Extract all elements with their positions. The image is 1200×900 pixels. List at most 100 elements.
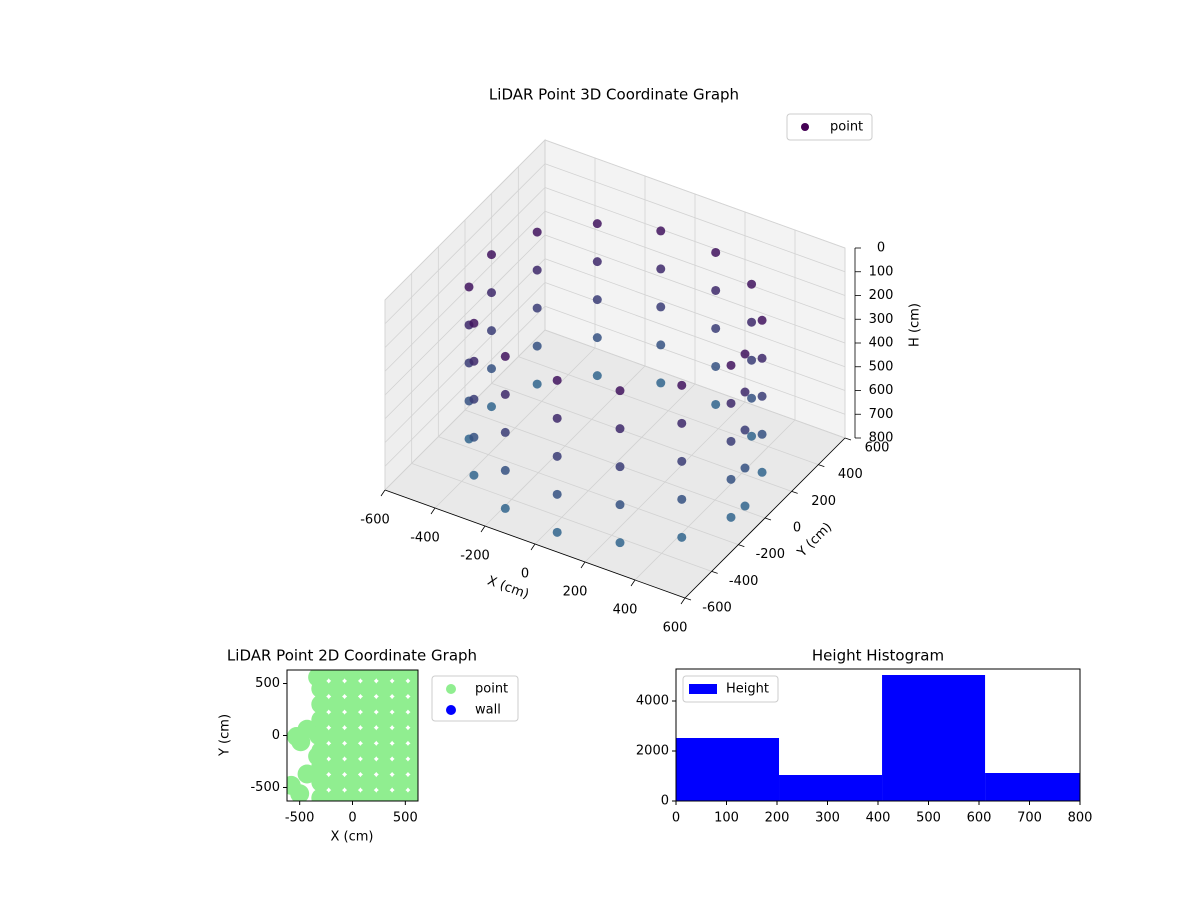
grid-line	[384, 305, 546, 467]
legend-label: point	[830, 120, 863, 135]
point	[500, 389, 510, 399]
x-tick-label: 200	[563, 585, 588, 600]
tick-mark	[791, 490, 798, 494]
z-tick-label: 300	[869, 312, 894, 327]
point	[390, 670, 410, 683]
point	[374, 741, 394, 761]
point	[374, 694, 394, 714]
point	[552, 489, 562, 499]
point	[464, 282, 474, 292]
point	[406, 679, 418, 699]
point	[747, 393, 757, 403]
point	[656, 378, 666, 388]
tick-mark	[480, 525, 486, 533]
point	[747, 317, 757, 327]
point	[406, 741, 418, 761]
point	[291, 732, 311, 752]
point	[500, 465, 510, 475]
point	[757, 467, 767, 477]
z-tick-label: 400	[869, 336, 894, 351]
x-tick-label: 100	[714, 811, 739, 826]
point	[390, 788, 410, 801]
grid-line	[544, 305, 846, 415]
point	[740, 349, 750, 359]
point	[552, 451, 562, 461]
x-axis-label: X (cm)	[331, 830, 374, 845]
point	[552, 527, 562, 537]
point	[487, 250, 496, 260]
point	[343, 788, 362, 801]
legend-label: wall	[475, 703, 501, 718]
point	[327, 726, 347, 745]
tick-mark	[580, 561, 586, 569]
point	[532, 341, 542, 351]
point	[343, 757, 362, 777]
chart-title: LiDAR Point 2D Coordinate Graph	[227, 647, 477, 665]
grid-line	[544, 139, 846, 249]
point	[327, 694, 347, 714]
point	[747, 431, 757, 441]
grid-line	[464, 409, 766, 519]
point	[500, 351, 510, 361]
tick-mark	[764, 517, 772, 521]
point	[358, 772, 378, 792]
point	[374, 670, 394, 683]
point	[311, 772, 331, 792]
x-tick-label: -200	[460, 549, 490, 564]
point	[327, 679, 347, 699]
x-tick-label: 400	[866, 811, 891, 826]
plot-area	[287, 670, 418, 801]
point	[290, 784, 310, 801]
tick-mark	[844, 437, 852, 441]
y-axis-label: Y (cm)	[218, 714, 233, 757]
x-tick-label: 800	[1068, 811, 1093, 826]
grid-line	[438, 436, 739, 546]
legend-box	[682, 675, 779, 703]
bar	[676, 738, 780, 801]
point	[592, 295, 602, 305]
point	[677, 456, 687, 466]
grid-line	[411, 462, 712, 572]
point	[374, 726, 394, 745]
point	[740, 425, 750, 435]
tick-mark	[684, 597, 692, 601]
grid-line	[544, 163, 846, 273]
legend-marker	[446, 705, 456, 715]
point	[343, 726, 362, 745]
grid-line	[384, 329, 546, 491]
point	[747, 355, 757, 365]
x-tick-label: 700	[1017, 811, 1042, 826]
x-tick-label: 400	[613, 603, 638, 618]
point	[656, 340, 666, 350]
grid-line	[544, 210, 846, 320]
point	[740, 501, 750, 511]
x-tick-label: -500	[285, 811, 315, 826]
point	[358, 679, 378, 699]
point	[487, 288, 496, 298]
point	[711, 361, 721, 371]
legend-marker	[801, 123, 809, 131]
grid-line	[544, 329, 846, 439]
tick-mark	[818, 464, 825, 468]
point	[469, 318, 479, 328]
point	[358, 757, 378, 777]
point	[487, 402, 496, 412]
point	[469, 432, 479, 442]
point	[711, 399, 721, 409]
legend-label: Height	[726, 682, 769, 697]
point	[532, 265, 542, 275]
point	[711, 323, 721, 333]
point	[390, 741, 410, 761]
point	[406, 710, 418, 730]
chart-title: Height Histogram	[812, 647, 944, 665]
bar	[882, 675, 986, 801]
point	[311, 788, 331, 801]
point	[309, 726, 329, 745]
z-tick-label: 0	[877, 241, 885, 256]
point	[592, 371, 602, 381]
point	[747, 279, 757, 289]
y-tick-label: 400	[838, 467, 863, 482]
z-tick-label: 800	[869, 431, 894, 446]
legend-marker	[446, 684, 456, 694]
